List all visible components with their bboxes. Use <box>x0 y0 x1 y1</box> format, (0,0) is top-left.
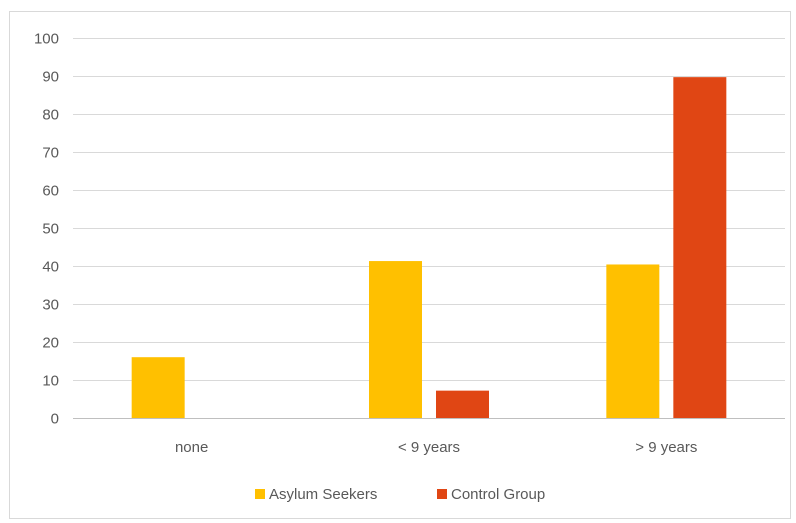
y-tick-label: 30 <box>42 297 59 314</box>
bars <box>131 77 727 418</box>
bar-control-group-1 <box>436 390 489 418</box>
bar-asylum-seekers-1 <box>369 261 422 418</box>
y-tick-label: 90 <box>42 69 59 86</box>
y-tick-label: 20 <box>42 335 59 352</box>
legend-label-control-group: Control Group <box>451 486 545 503</box>
legend: Asylum Seekers Control Group <box>255 486 545 503</box>
legend-label-asylum-seekers: Asylum Seekers <box>269 486 377 503</box>
y-tick-label: 0 <box>51 411 59 428</box>
bar-asylum-seekers-0 <box>131 357 185 418</box>
x-tick-label: < 9 years <box>398 439 460 456</box>
x-tick-label: > 9 years <box>635 439 697 456</box>
y-tick-label: 80 <box>42 107 59 124</box>
y-tick-label: 40 <box>42 259 59 276</box>
y-tick-label: 100 <box>34 31 59 48</box>
y-tick-label: 60 <box>42 183 59 200</box>
gridlines <box>73 38 785 419</box>
y-tick-label: 70 <box>42 145 59 162</box>
legend-swatch-control-group <box>437 489 447 499</box>
y-tick-label: 50 <box>42 221 59 238</box>
y-tick-label: 10 <box>42 373 59 390</box>
legend-swatch-asylum-seekers <box>255 489 265 499</box>
bar-control-group-2 <box>673 77 727 418</box>
y-axis-tick-labels: 0 10 20 30 40 50 60 70 80 90 100 <box>34 31 59 428</box>
x-tick-label: none <box>175 439 208 456</box>
bar-asylum-seekers-2 <box>606 264 660 418</box>
x-axis-tick-labels: none < 9 years > 9 years <box>175 439 697 456</box>
